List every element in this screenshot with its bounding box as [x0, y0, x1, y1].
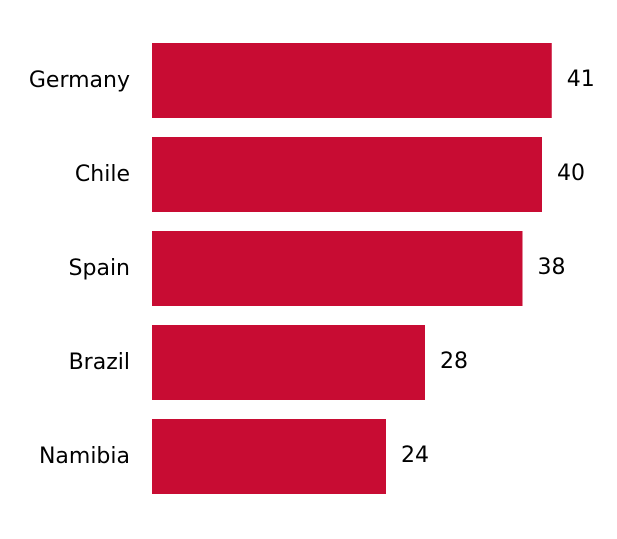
category-label-chile: Chile — [75, 162, 130, 187]
value-label-germany: 41 — [567, 67, 595, 92]
category-label-namibia: Namibia — [39, 444, 130, 469]
value-label-brazil: 28 — [440, 349, 468, 374]
category-labels-layer: Germany Chile Spain Brazil Namibia — [29, 68, 130, 469]
bar-spain — [152, 231, 523, 306]
bar-chile — [152, 137, 542, 212]
bar-brazil — [152, 325, 425, 400]
category-label-brazil: Brazil — [69, 350, 130, 375]
category-label-germany: Germany — [29, 68, 130, 93]
bar-namibia — [152, 419, 386, 494]
bar-germany — [152, 43, 552, 118]
value-label-spain: 38 — [538, 255, 566, 280]
value-labels-layer: 41 40 38 28 24 — [401, 67, 595, 468]
bars-layer — [152, 43, 552, 494]
value-label-chile: 40 — [557, 161, 585, 186]
value-label-namibia: 24 — [401, 443, 429, 468]
category-label-spain: Spain — [69, 256, 130, 281]
